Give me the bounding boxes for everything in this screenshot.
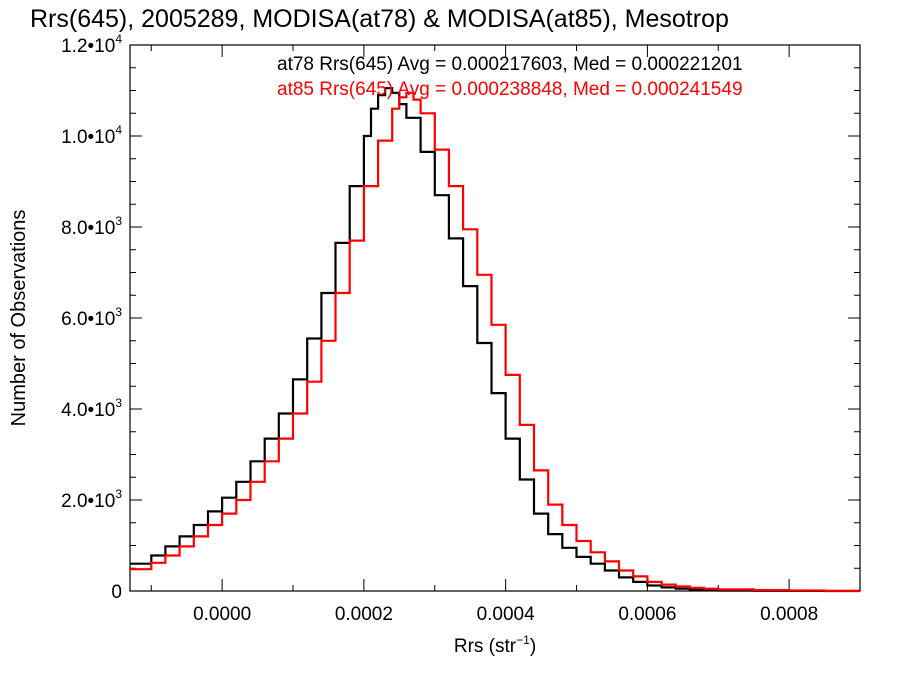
series-annotation-at85: at85 Rrs(645) Avg = 0.000238848, Med = 0… [277,79,743,100]
y-tick-exponent: 4 [115,123,122,137]
y-tick-mantissa: 4.0•10 [61,400,115,421]
x-tick-label: 0.0002 [335,604,393,625]
chart-title: Rrs(645), 2005289, MODISA(at78) & MODISA… [30,5,729,33]
series-line-at85 [130,91,862,592]
series-annotation-at78: at78 Rrs(645) Avg = 0.000217603, Med = 0… [277,54,743,75]
y-tick-mantissa: 1.0•10 [61,127,115,148]
x-tick-label: 0.0008 [760,604,818,625]
x-axis-label-end: ) [530,636,536,657]
legend-annotations: at78 Rrs(645) Avg = 0.000217603, Med = 0… [277,54,743,100]
x-tick-label: 0.0006 [618,604,676,625]
y-tick-label: 6.0•103 [61,305,122,330]
y-tick-label: 4.0•103 [61,396,122,421]
y-tick-label: 1.2•104 [61,32,122,57]
x-tick-label: 0.0004 [477,604,536,625]
y-tick-mantissa: 6.0•10 [61,309,115,330]
y-tick-label: 0 [111,582,122,603]
y-tick-exponent: 3 [115,396,122,410]
series-layer [130,87,862,593]
plot-frame [129,44,861,592]
y-tick-exponent: 3 [115,214,122,228]
y-tick-mantissa: 0 [111,582,122,603]
x-axis: 0.0000 0.0002 0.0004 0.0006 0.0008 [150,45,818,625]
y-tick-mantissa: 1.2•10 [61,36,115,57]
x-axis-label-superscript: −1 [516,633,530,647]
y-tick-exponent: 3 [115,487,122,501]
y-axis-label: Number of Observations [8,210,30,427]
y-tick-label: 2.0•103 [61,487,122,512]
y-tick-exponent: 4 [115,32,122,46]
series-line-at78 [130,87,860,593]
y-tick-mantissa: 2.0•10 [61,491,115,512]
y-tick-mantissa: 8.0•10 [61,218,115,239]
x-tick-label: 0.0000 [193,604,251,625]
x-axis-label: Rrs (str−1) [454,633,536,657]
y-tick-exponent: 3 [115,305,122,319]
y-tick-label: 8.0•103 [61,214,122,239]
y-axis: 02.0•1034.0•1036.0•1038.0•1031.0•1041.2•… [61,32,860,603]
y-tick-label: 1.0•104 [61,123,122,148]
x-axis-label-main: Rrs (str [454,636,517,657]
